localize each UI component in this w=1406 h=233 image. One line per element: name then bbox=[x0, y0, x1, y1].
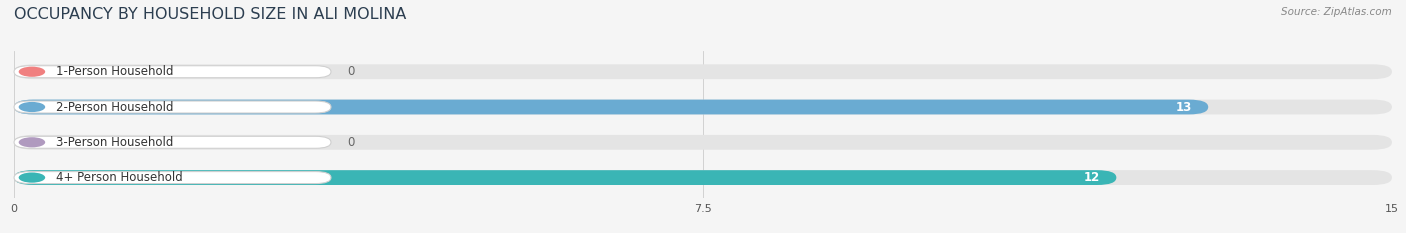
FancyBboxPatch shape bbox=[14, 136, 330, 148]
FancyBboxPatch shape bbox=[14, 170, 1392, 185]
Text: 0: 0 bbox=[347, 65, 354, 78]
Text: 0: 0 bbox=[347, 136, 354, 149]
Ellipse shape bbox=[18, 137, 45, 147]
Text: 12: 12 bbox=[1084, 171, 1099, 184]
FancyBboxPatch shape bbox=[14, 135, 1392, 150]
Text: 3-Person Household: 3-Person Household bbox=[56, 136, 173, 149]
Ellipse shape bbox=[18, 67, 45, 77]
Text: OCCUPANCY BY HOUSEHOLD SIZE IN ALI MOLINA: OCCUPANCY BY HOUSEHOLD SIZE IN ALI MOLIN… bbox=[14, 7, 406, 22]
Ellipse shape bbox=[18, 172, 45, 183]
FancyBboxPatch shape bbox=[14, 101, 330, 113]
FancyBboxPatch shape bbox=[14, 171, 330, 184]
FancyBboxPatch shape bbox=[14, 170, 1116, 185]
Text: 2-Person Household: 2-Person Household bbox=[56, 100, 174, 113]
FancyBboxPatch shape bbox=[14, 64, 1392, 79]
FancyBboxPatch shape bbox=[14, 99, 1208, 114]
Text: Source: ZipAtlas.com: Source: ZipAtlas.com bbox=[1281, 7, 1392, 17]
Text: 1-Person Household: 1-Person Household bbox=[56, 65, 174, 78]
FancyBboxPatch shape bbox=[14, 99, 1392, 114]
Ellipse shape bbox=[18, 102, 45, 112]
Text: 13: 13 bbox=[1175, 100, 1192, 113]
FancyBboxPatch shape bbox=[14, 66, 330, 78]
Text: 4+ Person Household: 4+ Person Household bbox=[56, 171, 183, 184]
